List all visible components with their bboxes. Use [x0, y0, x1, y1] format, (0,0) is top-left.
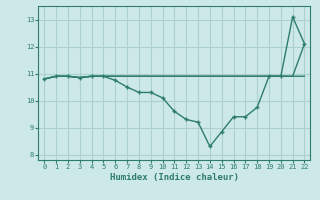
X-axis label: Humidex (Indice chaleur): Humidex (Indice chaleur): [110, 173, 239, 182]
